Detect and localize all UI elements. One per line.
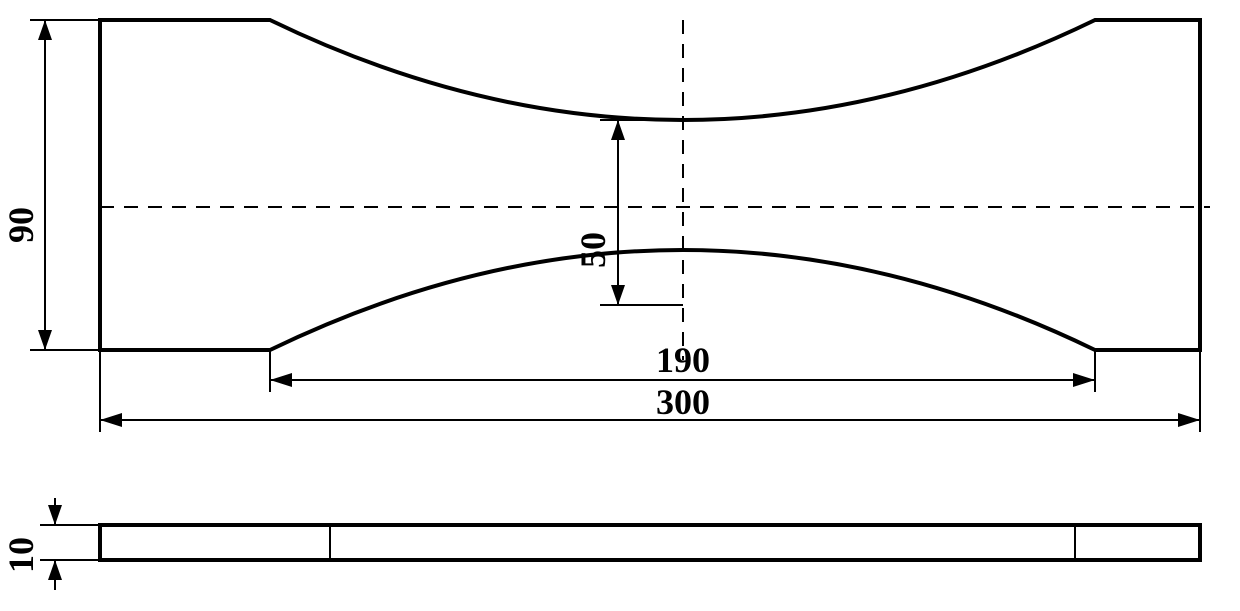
dim-90: 90: [1, 20, 100, 350]
dim-50-label: 50: [573, 232, 613, 268]
top-view: [100, 20, 1210, 360]
dim-10: 10: [1, 498, 100, 590]
dim-300: 300: [100, 350, 1200, 432]
dim-300-label: 300: [656, 382, 710, 422]
side-view: [100, 525, 1200, 560]
dim-190-label: 190: [656, 340, 710, 380]
dim-90-label: 90: [1, 207, 41, 243]
dim-50: 50: [573, 120, 683, 305]
specimen-drawing: 90 50 190 300: [0, 0, 1240, 611]
dim-10-label: 10: [1, 537, 41, 573]
